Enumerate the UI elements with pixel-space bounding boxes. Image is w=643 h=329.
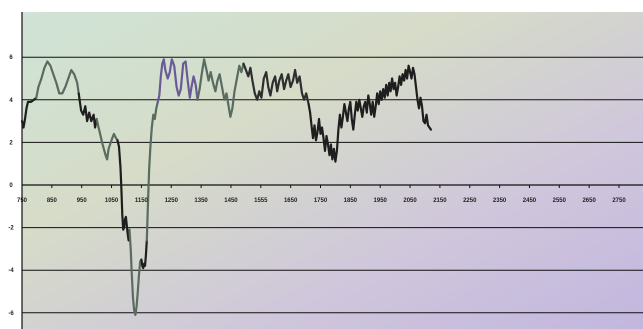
x-tick-label: 1650: [284, 198, 298, 204]
x-tick-label: 850: [47, 198, 58, 204]
x-tick-label: 750: [17, 198, 28, 204]
y-tick-label: 0: [9, 183, 13, 189]
y-tick-label: -6: [8, 311, 14, 317]
x-tick-label: 2450: [523, 198, 537, 204]
x-tick-label: 2150: [433, 198, 447, 204]
series-line: [77, 92, 98, 129]
y-tick-label: -4: [8, 268, 14, 274]
series-line: [35, 60, 80, 99]
x-tick-label: 1150: [135, 198, 149, 204]
x-tick-label: 1950: [374, 198, 388, 204]
y-tick-labels: 6 4 2 0 -2 -4 -6: [8, 55, 14, 317]
x-tick-label: 2250: [463, 198, 477, 204]
x-tick-label: 1555: [254, 198, 268, 204]
x-tick-label: 2050: [403, 198, 417, 204]
x-tick-label: 1450: [224, 198, 238, 204]
y-tick-label: -2: [8, 226, 14, 232]
series-lines: [20, 58, 432, 316]
axes: [21, 12, 643, 329]
x-tick-label: 2350: [493, 198, 507, 204]
x-tick-label: 2550: [553, 198, 567, 204]
x-tick-label: 950: [77, 198, 88, 204]
x-tick-label: 1250: [165, 198, 179, 204]
series-line: [95, 117, 119, 161]
series-line: [20, 96, 38, 129]
series-line: [156, 58, 199, 104]
x-tick-label: 1050: [105, 198, 119, 204]
x-tick-label: 1350: [194, 198, 208, 204]
series-line: [128, 228, 143, 316]
x-tick-label: 1750: [314, 198, 328, 204]
x-tick-labels: 750 850 950 1050 1150 1250 1350 1450 1555 1650 175…: [17, 198, 626, 204]
y-tick-label: 4: [9, 98, 13, 104]
series-line: [145, 100, 159, 242]
series-line: [242, 62, 310, 106]
x-tick-label: 2750: [612, 198, 626, 204]
series-line: [140, 239, 148, 270]
x-tick-label: 1850: [344, 198, 358, 204]
plot-background: [22, 12, 643, 329]
grid-lines: [22, 56, 643, 314]
y-tick-label: 2: [9, 140, 13, 146]
y-tick-label: 6: [9, 55, 13, 61]
series-line: [307, 64, 432, 163]
series-line: [196, 58, 245, 118]
x-tick-label: 2650: [582, 198, 596, 204]
series-line: [116, 139, 131, 242]
